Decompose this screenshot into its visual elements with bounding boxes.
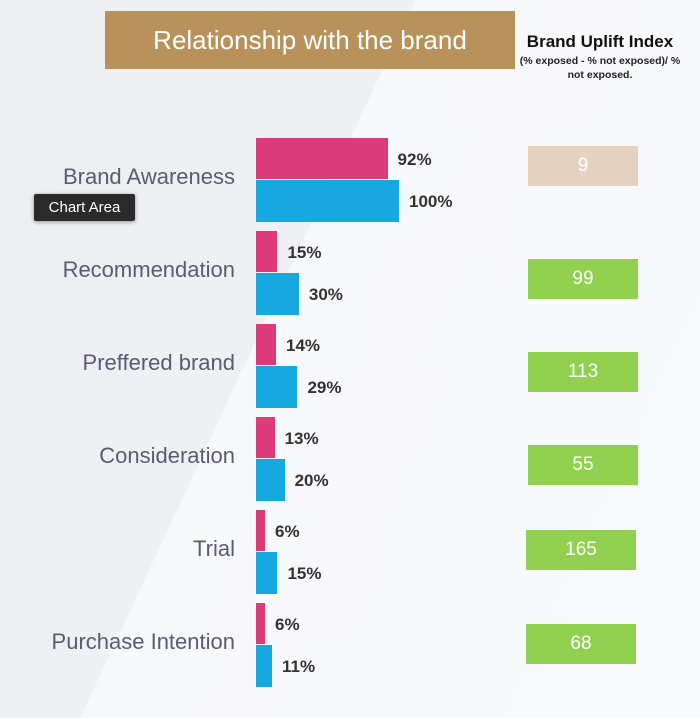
category-label-consideration: Consideration <box>99 443 235 468</box>
category-label-brand-awareness: Brand Awareness <box>62 164 235 189</box>
chart-title-banner: Relationship with the brand <box>105 11 515 69</box>
bar-not-exposed-consideration[interactable] <box>256 459 285 501</box>
bar-not-exposed-recommendation[interactable] <box>256 273 299 315</box>
chart-title: Relationship with the brand <box>153 24 467 55</box>
uplift-index-title: Brand Uplift Index <box>526 32 674 51</box>
bar-not-exposed-purchase-intention[interactable] <box>256 645 272 687</box>
value-label-not-exposed-trial: 15% <box>287 564 322 583</box>
bar-not-exposed-trial[interactable] <box>256 552 278 594</box>
uplift-index-purchase-intention: 68 <box>526 624 636 664</box>
category-label-preffered-brand: Preffered brand <box>82 350 235 375</box>
tooltip-text: Chart Area <box>48 199 121 216</box>
category-label-purchase-intention: Purchase Intention <box>51 629 235 654</box>
value-label-exposed-trial: 6% <box>275 522 300 541</box>
value-label-not-exposed-brand-awareness: 100% <box>409 192 453 211</box>
bar-exposed-consideration[interactable] <box>256 417 275 458</box>
value-label-exposed-brand-awareness: 92% <box>397 150 432 169</box>
value-label-exposed-preffered-brand: 14% <box>286 336 321 355</box>
bar-exposed-trial[interactable] <box>256 510 265 551</box>
bar-exposed-recommendation[interactable] <box>256 231 278 272</box>
uplift-index-recommendation: 99 <box>528 259 638 299</box>
value-label-exposed-recommendation: 15% <box>287 243 322 262</box>
value-label-not-exposed-preffered-brand: 29% <box>307 378 342 397</box>
uplift-index-consideration: 55 <box>528 445 638 485</box>
cropped-heading-fragment: ‿‿‿ <box>110 0 590 10</box>
bar-exposed-brand-awareness[interactable] <box>256 138 388 179</box>
value-label-not-exposed-consideration: 20% <box>294 471 329 490</box>
chart-area-tooltip: Chart Area <box>34 194 135 221</box>
value-label-exposed-consideration: 13% <box>284 429 319 448</box>
value-label-not-exposed-recommendation: 30% <box>308 285 343 304</box>
uplift-index-preffered-brand: 113 <box>528 352 638 392</box>
uplift-index-subtitle: (% exposed - % not exposed)/ % not expos… <box>519 55 681 81</box>
category-label-recommendation: Recommendation <box>62 257 235 282</box>
category-label-trial: Trial <box>193 536 235 561</box>
value-label-not-exposed-purchase-intention: 11% <box>282 657 316 676</box>
uplift-index-trial: 165 <box>526 530 636 570</box>
bar-exposed-purchase-intention[interactable] <box>256 603 265 644</box>
bar-not-exposed-preffered-brand[interactable] <box>256 366 298 408</box>
bar-exposed-preffered-brand[interactable] <box>256 324 277 365</box>
bar-not-exposed-brand-awareness[interactable] <box>256 180 399 222</box>
value-label-exposed-purchase-intention: 6% <box>275 615 300 634</box>
uplift-index-brand-awareness: 9 <box>528 146 638 186</box>
